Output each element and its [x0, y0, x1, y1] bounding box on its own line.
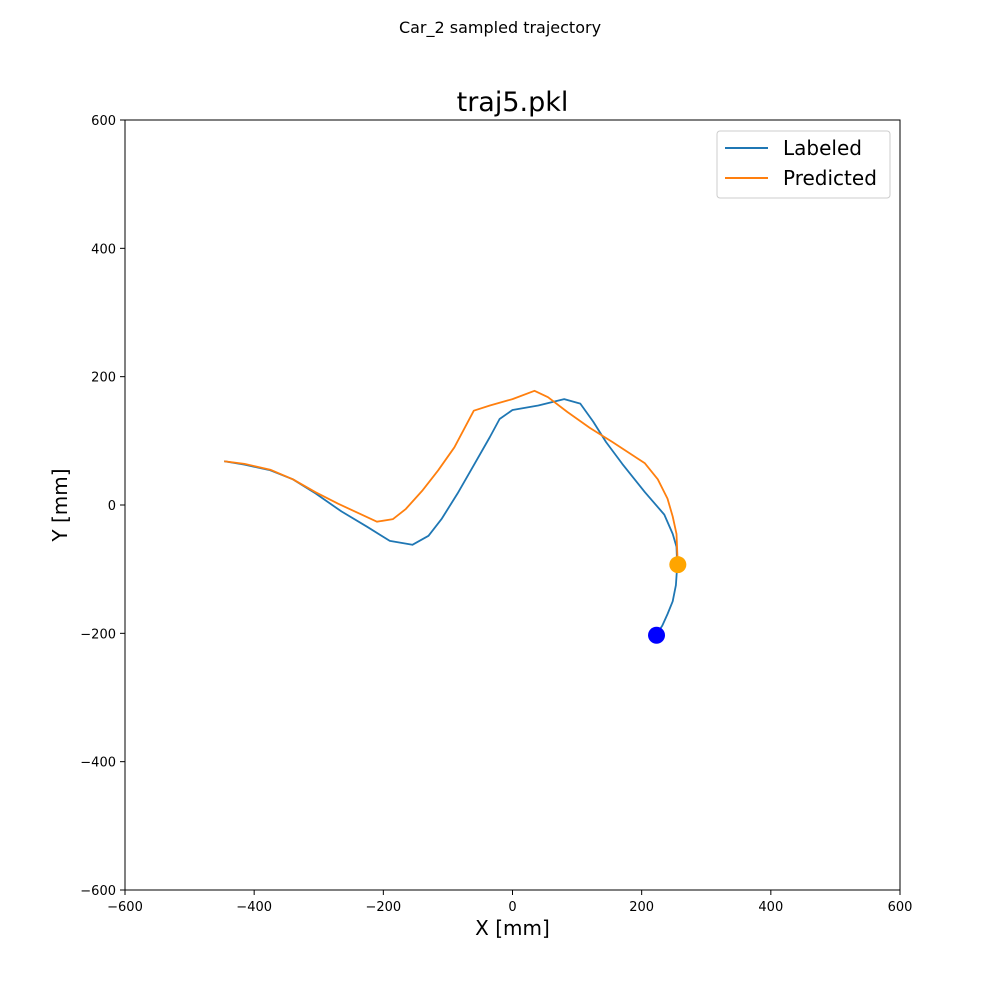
y-tick-label: −200 — [80, 627, 116, 642]
x-tick-label: 0 — [508, 900, 516, 915]
legend-label-predicted: Predicted — [783, 166, 877, 190]
legend-label-labeled: Labeled — [783, 136, 862, 160]
legend: Labeled Predicted — [716, 130, 891, 199]
x-tick-label: 600 — [888, 900, 913, 915]
y-tick-label: −600 — [80, 884, 116, 899]
marker-layer — [648, 556, 687, 644]
y-tick-label: −400 — [80, 756, 116, 771]
figure-suptitle: Car_2 sampled trajectory — [398, 18, 602, 37]
predicted-endpoint-marker — [669, 556, 687, 574]
y-tick-label: 600 — [91, 114, 116, 129]
tick-layer: −600 −400 −200 0 200 400 600 −600 −400 −200 0 200 40… — [80, 114, 912, 915]
plot-frame — [124, 119, 901, 891]
x-tick-label: 200 — [629, 900, 654, 915]
y-tick-label: 200 — [91, 371, 116, 386]
series-line-labeled — [224, 398, 679, 637]
y-axis-label: Y [mm] — [48, 468, 72, 542]
x-tick-label: −400 — [236, 900, 272, 915]
labeled-endpoint-marker — [648, 626, 666, 644]
y-tick-label: 0 — [108, 499, 116, 514]
series-line-predicted — [224, 389, 679, 566]
x-tick-label: −600 — [107, 900, 143, 915]
x-tick-label: 400 — [758, 900, 783, 915]
x-tick-label: −200 — [365, 900, 401, 915]
plot-title: traj5.pkl — [457, 87, 569, 118]
y-tick-label: 400 — [91, 242, 116, 257]
x-axis-label: X [mm] — [475, 916, 550, 940]
series-layer — [224, 389, 679, 637]
